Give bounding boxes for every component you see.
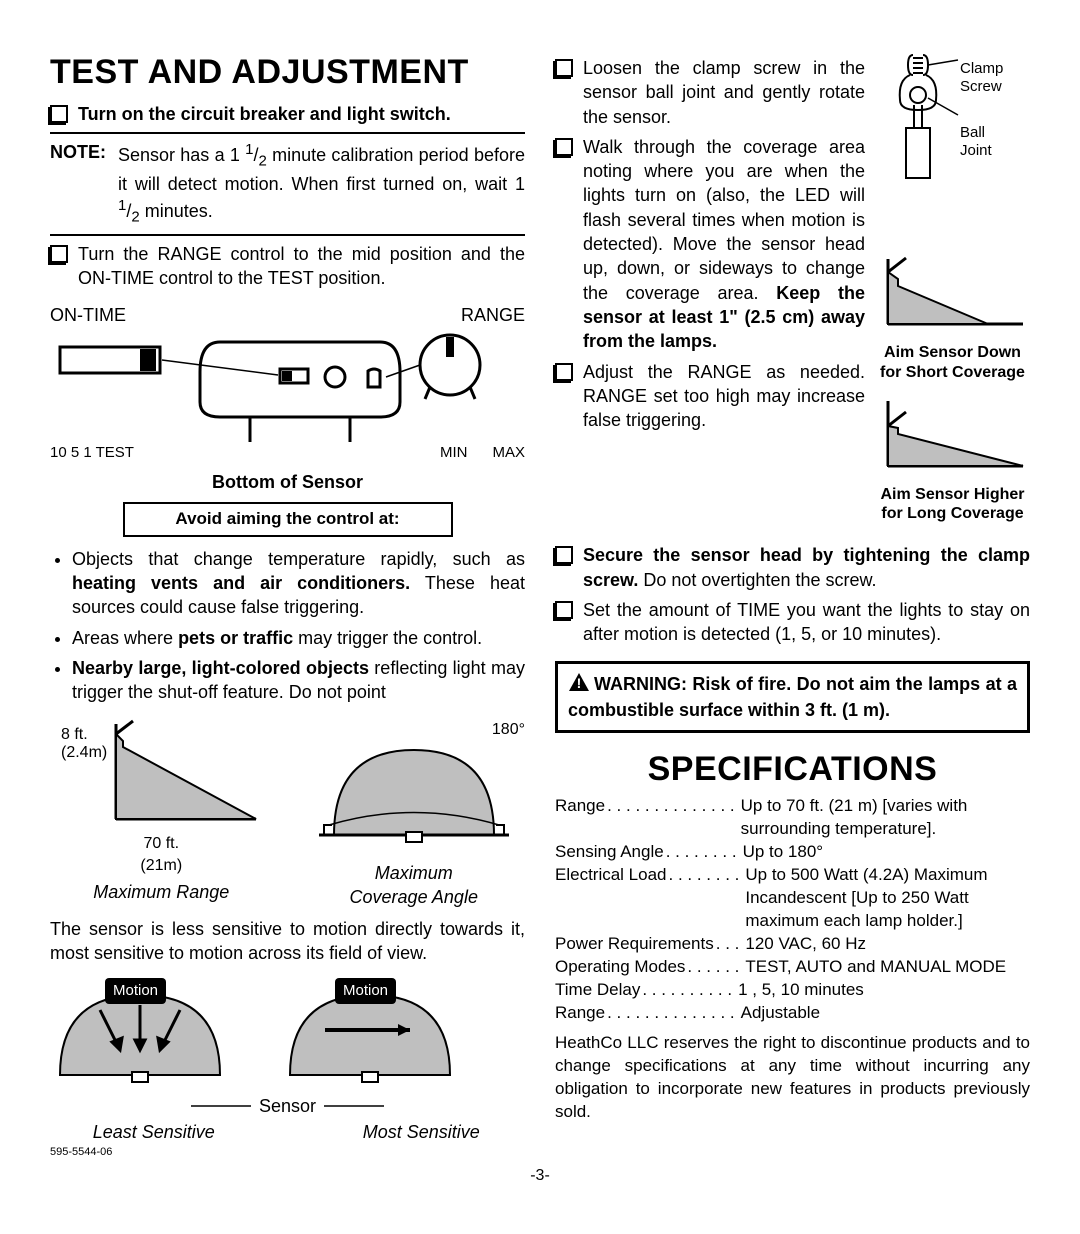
warning-icon: !	[568, 672, 590, 698]
bullet-1: Objects that change temperature rapidly,…	[72, 547, 525, 620]
ontime-positions: 10 5 1 TEST	[50, 443, 134, 463]
max-label: MAX	[492, 444, 525, 461]
most-sensitive-caption: Most Sensitive	[318, 1120, 526, 1144]
least-sensitive-caption: Least Sensitive	[50, 1120, 258, 1144]
svg-text:(2.4m): (2.4m)	[61, 744, 107, 761]
bottom-sensor-caption: Bottom of Sensor	[50, 470, 525, 494]
sensor-diagram: ON-TIME RANGE	[50, 303, 525, 537]
note-label: NOTE:	[50, 140, 106, 228]
checkbox-icon	[555, 138, 573, 156]
spec-row: Range. . . . . . . . . . . . . .Adjustab…	[555, 1002, 1030, 1025]
min-label: MIN	[440, 444, 468, 461]
col2-step4: Secure the sensor head by tightening the…	[583, 543, 1030, 592]
most-sensitive-diagram: Motion	[280, 980, 460, 1096]
max-range-diagram: 8 ft. (2.4m) 70 ft.(21m) Maximum Range	[50, 719, 273, 909]
page-number: -3-	[50, 1167, 1030, 1185]
bullet-3: Nearby large, light-colored objects refl…	[72, 656, 525, 705]
spec-row: Electrical Load. . . . . . . .Up to 500 …	[555, 864, 1030, 933]
checkbox-icon	[555, 546, 573, 564]
least-sensitive-diagram: Motion	[50, 980, 230, 1096]
main-title: TEST AND ADJUSTMENT	[50, 50, 525, 96]
warning-box: ! WARNING: Risk of fire. Do not aim the …	[555, 661, 1030, 734]
svg-text:!: !	[577, 675, 582, 691]
svg-text:8 ft.: 8 ft.	[61, 726, 88, 743]
max-angle-diagram: 180° MaximumCoverage Angle	[303, 719, 526, 909]
spec-row: Power Requirements. . .120 VAC, 60 Hz	[555, 933, 1030, 956]
checkbox-icon	[555, 363, 573, 381]
aim-down-diagram: Aim Sensor Down for Short Coverage	[875, 254, 1030, 382]
max-angle-caption: MaximumCoverage Angle	[303, 861, 526, 910]
checkbox-icon	[50, 105, 68, 123]
step1-text: Turn on the circuit breaker and light sw…	[78, 102, 525, 126]
checkbox-icon	[50, 245, 68, 263]
divider	[50, 132, 525, 134]
max-range-caption: Maximum Range	[50, 880, 273, 904]
spec-row: Range. . . . . . . . . . . . . .Up to 70…	[555, 795, 1030, 841]
doc-id: 595-5544-06	[50, 1145, 525, 1160]
sensitivity-para: The sensor is less sensitive to motion d…	[50, 917, 525, 966]
col2-step3: Adjust the RANGE as needed. RANGE set to…	[583, 360, 865, 433]
range-label: RANGE	[461, 303, 525, 327]
col2-step2: Walk through the coverage area noting wh…	[583, 135, 865, 354]
col2-step5: Set the amount of TIME you want the ligh…	[583, 598, 1030, 647]
divider	[50, 234, 525, 236]
spec-row: Time Delay . . . . . . . . . .1 , 5, 10 …	[555, 979, 1030, 1002]
bullet-2: Areas where pets or traffic may trigger …	[72, 626, 525, 650]
checkbox-icon	[555, 59, 573, 77]
disclaimer: HeathCo LLC reserves the right to discon…	[555, 1032, 1030, 1124]
spec-title: SPECIFICATIONS	[555, 747, 1030, 793]
sensor-label: Sensor	[259, 1094, 316, 1118]
checkbox-icon	[555, 601, 573, 619]
avoid-caption: Avoid aiming the control at:	[123, 502, 453, 537]
spec-row: Operating Modes. . . . . .TEST, AUTO and…	[555, 956, 1030, 979]
step2-text: Turn the RANGE control to the mid positi…	[78, 242, 525, 291]
note-text: Sensor has a 1 1/2 minute calibration pe…	[118, 140, 525, 228]
spec-table: Range. . . . . . . . . . . . . .Up to 70…	[555, 795, 1030, 1024]
spec-row: Sensing Angle. . . . . . . .Up to 180°	[555, 841, 1030, 864]
col2-step1: Loosen the clamp screw in the sensor bal…	[583, 56, 865, 129]
ontime-label: ON-TIME	[50, 303, 126, 327]
aim-up-diagram: Aim Sensor Higher for Long Coverage	[875, 396, 1030, 524]
